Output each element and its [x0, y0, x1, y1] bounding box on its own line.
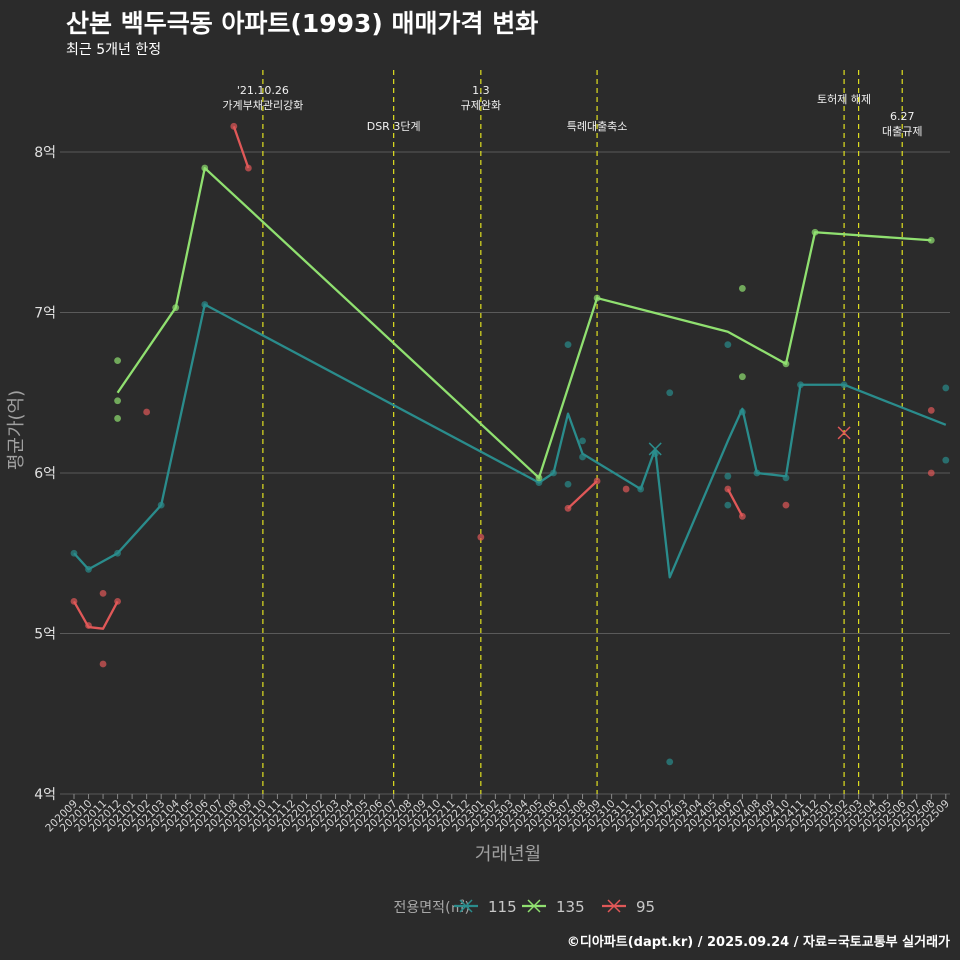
cross-marker: [648, 442, 662, 456]
series-segment: [726, 488, 744, 517]
event-label: 6.27: [890, 110, 915, 123]
event-label: 1.3: [472, 84, 490, 97]
data-point: [143, 408, 151, 416]
data-point: [927, 407, 935, 414]
data-point: [477, 533, 485, 541]
series-line: [72, 600, 119, 630]
legend-label: 135: [556, 898, 585, 916]
chart-subtitle: 최근 5개년 한정: [66, 42, 162, 58]
legend-item-115: 115: [454, 898, 517, 916]
data-point: [114, 397, 121, 405]
y-axis-title: 평균가(억): [6, 390, 27, 470]
legend-cross-icon: [527, 899, 541, 913]
legend: 전용면적(㎡) 115 135 95: [394, 898, 656, 916]
source-caption: ©디아파트(dapt.kr) / 2025.09.24 / 자료=국토교통부 실…: [566, 935, 950, 950]
legend-label: 95: [636, 898, 655, 916]
y-tick-label: 6억: [34, 466, 56, 482]
event-label: 가계부채관리강화: [222, 99, 303, 112]
series-135: [114, 164, 935, 482]
legend-cross-icon: [459, 899, 473, 913]
series-layer: [70, 122, 950, 766]
data-point: [927, 469, 935, 477]
data-point: [99, 589, 107, 597]
data-point: [564, 480, 572, 488]
data-point: [579, 437, 586, 445]
data-point: [666, 389, 674, 397]
data-point: [782, 501, 790, 509]
series-line: [73, 303, 947, 579]
cross-marker: [837, 426, 851, 440]
event-label: DSR 3단계: [367, 120, 421, 133]
data-point: [738, 285, 746, 292]
data-point: [724, 501, 732, 509]
data-point: [564, 341, 572, 348]
event-label: 특례대출축소: [567, 120, 628, 133]
data-point: [724, 472, 732, 480]
series-segment: [567, 480, 598, 510]
event-label: 규제완화: [461, 99, 501, 112]
legend-item-135: 135: [522, 898, 585, 916]
legend-cross-icon: [607, 899, 621, 913]
event-label: '21.10.26: [237, 84, 289, 97]
data-point: [942, 456, 950, 464]
event-label: 토허제 해제: [817, 92, 871, 106]
data-point: [622, 485, 630, 493]
series-line: [116, 166, 932, 479]
series-segment: [232, 125, 250, 169]
series-95: [70, 122, 935, 668]
y-tick-label: 8억: [34, 145, 56, 161]
data-point: [99, 660, 107, 668]
data-point: [738, 373, 746, 381]
y-tick-label: 5억: [34, 627, 56, 643]
data-point: [114, 357, 121, 365]
legend-item-95: 95: [602, 898, 655, 916]
legend-label: 115: [488, 898, 517, 916]
series-115: [70, 301, 950, 766]
legend-title: 전용면적(㎡): [394, 900, 470, 916]
data-point: [114, 415, 121, 422]
event-label: 대출규제: [882, 125, 922, 138]
y-tick-label: 4억: [34, 787, 56, 803]
chart-title: 산본 백두극동 아파트(1993) 매매가격 변화: [66, 9, 539, 38]
grid-layer: [60, 151, 950, 795]
data-point: [942, 384, 950, 392]
data-point: [724, 341, 732, 348]
axis-layer: 4억5억6억7억8억202009202010202011202012202101…: [6, 145, 952, 865]
x-axis-title: 거래년월: [475, 844, 541, 865]
y-tick-label: 7억: [34, 306, 56, 322]
data-point: [666, 758, 674, 766]
